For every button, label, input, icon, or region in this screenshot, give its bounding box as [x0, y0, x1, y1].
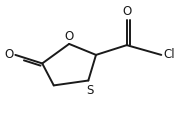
- Text: O: O: [122, 5, 131, 18]
- Text: O: O: [65, 30, 74, 43]
- Text: S: S: [87, 84, 94, 97]
- Text: Cl: Cl: [163, 48, 175, 61]
- Text: O: O: [4, 48, 13, 61]
